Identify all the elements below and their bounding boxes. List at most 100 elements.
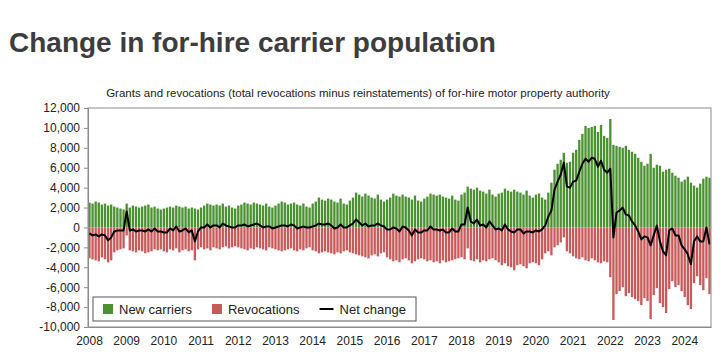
bar <box>166 208 168 228</box>
bar <box>550 227 552 255</box>
x-axis-line <box>89 327 712 328</box>
chart-svg: Change in for-hire carrier populationGra… <box>0 0 720 364</box>
bar <box>448 199 450 228</box>
bar <box>299 206 301 228</box>
bar <box>578 227 580 259</box>
bar <box>250 227 252 248</box>
x-tick-label: 2016 <box>374 334 401 348</box>
bar <box>702 179 704 228</box>
bar <box>646 164 648 228</box>
y-tick-mark <box>84 188 88 189</box>
bar <box>544 227 546 253</box>
bar <box>290 227 292 248</box>
bar <box>203 206 205 228</box>
bar <box>228 227 230 248</box>
x-tick: 2011 <box>188 327 214 348</box>
bar <box>339 199 341 228</box>
y-tick-label: -8,000 <box>46 300 80 314</box>
bar <box>569 162 571 228</box>
bar <box>209 205 211 228</box>
bar <box>401 195 403 228</box>
bar <box>572 227 574 256</box>
bar <box>451 196 453 228</box>
y-tick-mark <box>84 327 88 328</box>
x-tick: 2022 <box>597 327 624 348</box>
x-tick-label: 2011 <box>188 334 214 348</box>
bar <box>215 227 217 248</box>
bar <box>432 195 434 228</box>
bar <box>398 227 400 262</box>
bar <box>302 227 304 250</box>
bar <box>519 227 521 264</box>
bar <box>597 227 599 262</box>
bar <box>144 206 146 228</box>
line <box>89 158 709 265</box>
bar <box>383 202 385 228</box>
bar <box>212 227 214 247</box>
background <box>0 0 720 364</box>
bar <box>463 227 465 259</box>
bar <box>287 227 289 249</box>
bar <box>684 180 686 228</box>
bar <box>327 227 329 252</box>
bar <box>482 192 484 228</box>
bar <box>234 209 236 228</box>
y-tick: 0 <box>73 221 88 235</box>
bar <box>513 227 515 270</box>
bar <box>538 227 540 265</box>
bar <box>665 170 667 228</box>
bar <box>442 227 444 260</box>
bar <box>637 227 639 301</box>
bar <box>587 227 589 261</box>
bar <box>349 201 351 228</box>
y-tick-mark <box>84 128 88 129</box>
x-tick-label: 2021 <box>560 334 587 348</box>
bar <box>355 227 357 254</box>
bar <box>442 197 444 228</box>
bar <box>392 227 394 261</box>
x-tick: 2023 <box>634 327 661 348</box>
bar <box>274 206 276 228</box>
y-tick: 2,000 <box>50 201 88 215</box>
x-tick: 2008 <box>76 327 103 348</box>
y-tick: -2,000 <box>46 241 88 255</box>
bar <box>209 227 211 250</box>
bar <box>699 184 701 228</box>
bar <box>147 227 149 252</box>
bar <box>178 207 180 228</box>
bar <box>259 227 261 248</box>
bar <box>163 209 165 228</box>
bar <box>116 208 118 228</box>
bar <box>110 205 112 228</box>
y-tick-mark <box>84 247 88 248</box>
bar <box>587 128 589 228</box>
bar <box>240 227 242 248</box>
y-tick: 6,000 <box>50 161 88 175</box>
bar <box>603 136 605 228</box>
bar <box>346 205 348 228</box>
bar <box>439 227 441 263</box>
bar <box>535 227 537 263</box>
bar <box>693 227 695 283</box>
bar <box>420 202 422 228</box>
bar <box>556 164 558 228</box>
bar <box>361 197 363 228</box>
bar <box>305 227 307 248</box>
bar <box>250 205 252 228</box>
bar <box>336 227 338 252</box>
bar <box>237 206 239 228</box>
x-tick-label: 2013 <box>262 334 289 348</box>
bar <box>380 200 382 228</box>
x-tick-label: 2015 <box>337 334 364 348</box>
bar <box>284 203 286 228</box>
bar <box>318 227 320 253</box>
bar-series <box>88 227 710 320</box>
bar <box>591 227 593 258</box>
bar <box>541 227 543 259</box>
x-axis: 2008200920102011201220132014201520162017… <box>76 327 711 348</box>
y-tick-mark <box>84 108 88 109</box>
x-tick: 2024 <box>671 327 698 348</box>
bar <box>405 197 407 228</box>
bar <box>603 227 605 261</box>
bar <box>699 227 701 285</box>
